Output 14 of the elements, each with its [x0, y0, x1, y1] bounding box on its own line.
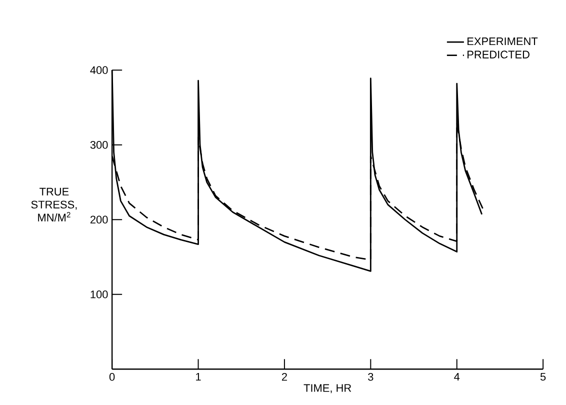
x-tick-label: 4 [454, 372, 460, 381]
x-tick-label: 1 [196, 372, 201, 381]
legend-label: EXPERIMENT [468, 38, 538, 46]
legend-label: PREDICTED [468, 50, 530, 58]
x-tick-label: 3 [368, 372, 374, 381]
y-tick-label: 100 [90, 290, 108, 298]
y-axis-title: TRUE STRESS, MN/M$^{2}$ [31, 188, 77, 222]
x-tick-label: 2 [282, 372, 287, 381]
x-tick-label: 5 [540, 372, 546, 381]
y-tick-label: 200 [90, 216, 108, 224]
x-axis-title: TIME, HR [304, 384, 352, 394]
y-tick-label: 300 [90, 141, 108, 149]
y-tick-label: 400 [90, 66, 108, 74]
x-tick-label: 0 [109, 372, 115, 381]
